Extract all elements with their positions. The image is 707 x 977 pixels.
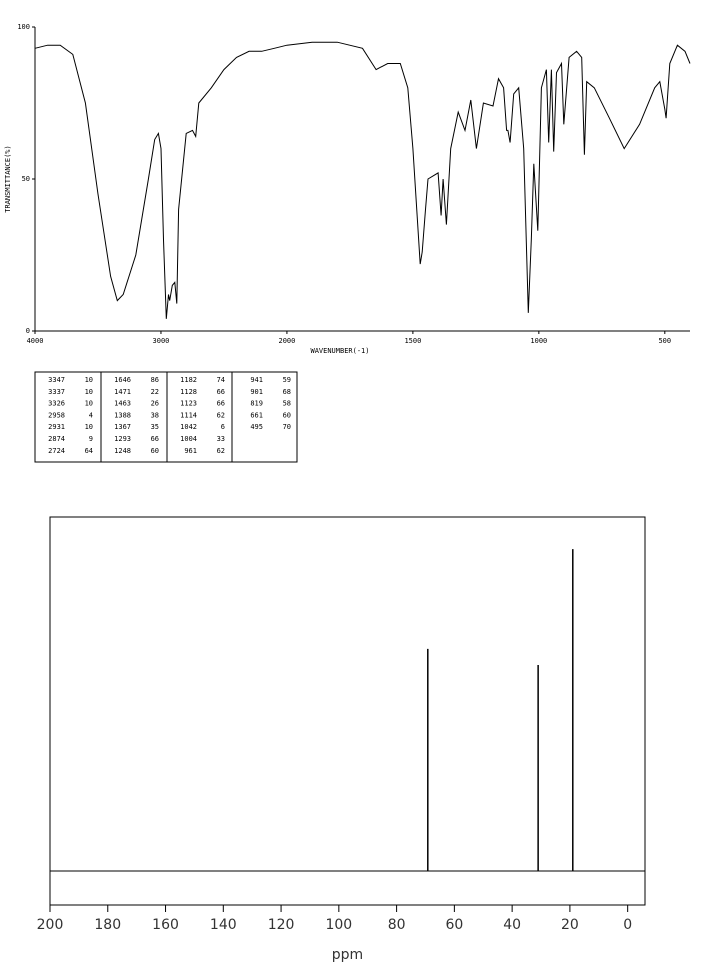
table-transmittance: 64 xyxy=(85,447,93,455)
table-wavenumber: 1293 xyxy=(114,435,131,443)
table-transmittance: 10 xyxy=(85,376,93,384)
table-transmittance: 10 xyxy=(85,400,93,408)
table-wavenumber: 661 xyxy=(250,411,263,419)
x-tick-label: 160 xyxy=(152,917,179,933)
x-tick-label: 4000 xyxy=(27,337,44,345)
x-tick-label: 60 xyxy=(445,917,463,933)
table-transmittance: 59 xyxy=(283,376,291,384)
table-transmittance: 68 xyxy=(283,388,291,396)
y-tick-label: 50 xyxy=(22,175,30,183)
table-transmittance: 38 xyxy=(151,411,159,419)
table-wavenumber: 1042 xyxy=(180,423,197,431)
table-wavenumber: 3347 xyxy=(48,376,65,384)
x-tick-label: 2000 xyxy=(278,337,295,345)
y-tick-label: 100 xyxy=(17,23,30,31)
x-tick-label: 100 xyxy=(325,917,352,933)
table-wavenumber: 1388 xyxy=(114,411,131,419)
table-transmittance: 74 xyxy=(217,376,225,384)
x-tick-label: 40 xyxy=(503,917,521,933)
table-wavenumber: 2958 xyxy=(48,411,65,419)
x-tick-label: 20 xyxy=(561,917,579,933)
table-wavenumber: 941 xyxy=(250,376,263,384)
x-tick-label: 0 xyxy=(623,917,632,933)
x-tick-label: 140 xyxy=(210,917,237,933)
table-wavenumber: 961 xyxy=(184,447,197,455)
table-wavenumber: 1123 xyxy=(180,400,197,408)
table-transmittance: 10 xyxy=(85,423,93,431)
table-transmittance: 86 xyxy=(151,376,159,384)
table-transmittance: 6 xyxy=(221,423,225,431)
table-transmittance: 9 xyxy=(89,435,93,443)
table-transmittance: 66 xyxy=(217,400,225,408)
x-axis-label: WAVENUMBER(-1) xyxy=(310,347,369,355)
table-wavenumber: 3326 xyxy=(48,400,65,408)
table-wavenumber: 1463 xyxy=(114,400,131,408)
table-transmittance: 58 xyxy=(283,400,291,408)
x-tick-label: 200 xyxy=(37,917,64,933)
table-wavenumber: 2724 xyxy=(48,447,65,455)
table-wavenumber: 1646 xyxy=(114,376,131,384)
x-tick-label: 500 xyxy=(658,337,671,345)
table-transmittance: 35 xyxy=(151,423,159,431)
table-transmittance: 70 xyxy=(283,423,291,431)
peak-table-frame xyxy=(34,371,298,463)
table-wavenumber: 1471 xyxy=(114,388,131,396)
x-tick-label: 1000 xyxy=(530,337,547,345)
table-transmittance: 62 xyxy=(217,447,225,455)
table-wavenumber: 1248 xyxy=(114,447,131,455)
table-transmittance: 22 xyxy=(151,388,159,396)
x-tick-label: 1500 xyxy=(404,337,421,345)
table-transmittance: 10 xyxy=(85,388,93,396)
table-wavenumber: 1114 xyxy=(180,411,197,419)
table-transmittance: 33 xyxy=(217,435,225,443)
x-tick-label: 120 xyxy=(268,917,295,933)
table-transmittance: 60 xyxy=(283,411,291,419)
table-wavenumber: 901 xyxy=(250,388,263,396)
x-tick-label: 180 xyxy=(94,917,121,933)
spectrum-line xyxy=(34,41,691,319)
table-transmittance: 66 xyxy=(217,388,225,396)
table-wavenumber: 495 xyxy=(250,423,263,431)
y-tick-label: 0 xyxy=(26,327,30,335)
nmr-frame xyxy=(49,516,646,906)
table-wavenumber: 2874 xyxy=(48,435,65,443)
table-wavenumber: 1182 xyxy=(180,376,197,384)
table-wavenumber: 2931 xyxy=(48,423,65,431)
table-transmittance: 4 xyxy=(89,411,93,419)
table-transmittance: 62 xyxy=(217,411,225,419)
x-tick-label: 3000 xyxy=(153,337,170,345)
table-wavenumber: 819 xyxy=(250,400,263,408)
x-axis-label: ppm xyxy=(332,947,363,963)
y-axis-label: TRANSMITTANCE(%) xyxy=(4,145,12,212)
table-wavenumber: 1128 xyxy=(180,388,197,396)
table-wavenumber: 3337 xyxy=(48,388,65,396)
table-wavenumber: 1367 xyxy=(114,423,131,431)
table-transmittance: 60 xyxy=(151,447,159,455)
table-transmittance: 26 xyxy=(151,400,159,408)
table-wavenumber: 1004 xyxy=(180,435,197,443)
table-transmittance: 66 xyxy=(151,435,159,443)
x-tick-label: 80 xyxy=(388,917,406,933)
